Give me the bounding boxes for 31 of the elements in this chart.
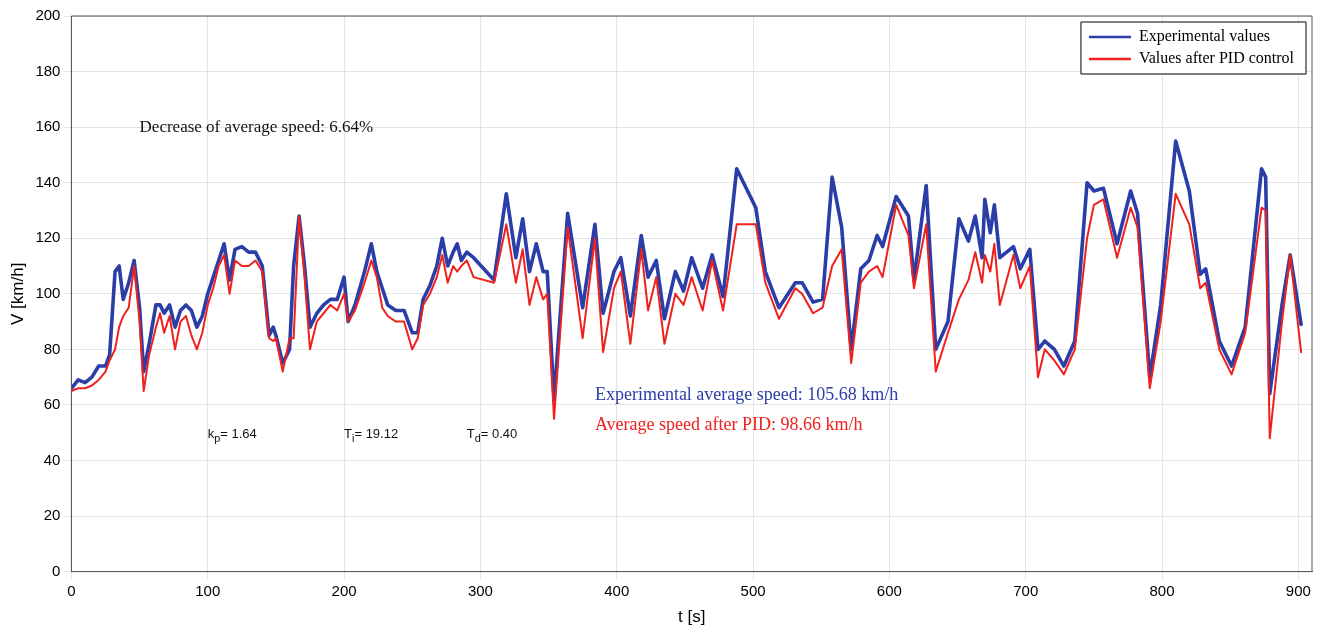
y-tick-label: 100 [35, 283, 61, 301]
x-tick-label: 400 [604, 581, 630, 599]
y-axis-title: V [km/h] [7, 262, 27, 325]
x-axis-title: t [s] [678, 607, 706, 627]
x-tick-label: 600 [876, 581, 902, 599]
y-tick-label: 200 [35, 6, 61, 24]
x-tick-label: 100 [195, 581, 221, 599]
x-tick-label: 700 [1013, 581, 1039, 599]
annotation: Experimental average speed: 105.68 km/h [594, 383, 899, 405]
legend-label: Experimental values [1138, 27, 1270, 46]
y-tick-label: 140 [35, 172, 61, 190]
annotation: Decrease of average speed: 6.64% [139, 117, 374, 138]
y-tick-label: 180 [35, 61, 61, 79]
y-tick-label: 20 [43, 506, 61, 524]
y-tick-label: 160 [35, 117, 61, 135]
x-tick-label: 800 [1149, 581, 1175, 599]
annotation: k$_{p}$= 1.64 [207, 426, 257, 445]
x-tick-label: 0 [67, 581, 76, 599]
annotation: T$_{d}$= 0.40 [466, 426, 518, 445]
y-tick-label: 60 [43, 395, 61, 413]
y-tick-label: 80 [43, 339, 61, 357]
x-tick-label: 300 [467, 581, 493, 599]
y-tick-label: 40 [43, 450, 61, 468]
y-tick-label: 0 [52, 561, 61, 579]
y-tick-label: 120 [35, 228, 61, 246]
legend-label: Values after PID control [1138, 49, 1295, 67]
x-tick-label: 500 [740, 581, 766, 599]
x-tick-label: 200 [331, 581, 357, 599]
x-tick-label: 900 [1285, 581, 1311, 599]
annotation: T$_{i}$= 19.12 [344, 426, 399, 445]
annotation: Average speed after PID: 98.66 km/h [594, 413, 863, 435]
